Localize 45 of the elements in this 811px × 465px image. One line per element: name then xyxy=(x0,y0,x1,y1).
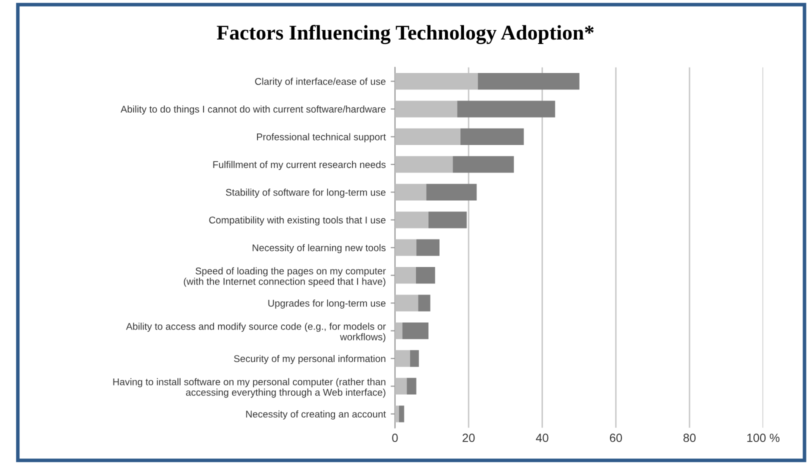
bar xyxy=(394,294,418,312)
x-tick-label: 80 xyxy=(683,434,696,442)
x-tick-label: 0 xyxy=(392,434,398,442)
y-tick-label: Ability to access and modify source code (e.g., for models or workflows) xyxy=(126,322,386,342)
bar xyxy=(418,294,430,312)
x-tick-label: 20 xyxy=(462,434,475,442)
y-tick-label: Fulfillment of my current research needs xyxy=(213,160,386,170)
bar xyxy=(394,100,458,118)
bar xyxy=(416,239,440,256)
y-tick-label: Ability to do things I cannot do with current software/hardware xyxy=(120,105,386,115)
x-tick-label: 60 xyxy=(610,434,622,442)
bar xyxy=(394,212,428,228)
bar xyxy=(478,72,580,90)
bar xyxy=(394,267,416,284)
chart-title: Factors Influencing Technology Adoption* xyxy=(216,24,594,44)
y-tick-label: Stability of software for long-term use xyxy=(226,188,386,198)
x-tick-label: 40 xyxy=(536,434,548,442)
y-tick-label: Speed of loading the pages on my computer (with the Internet connection speed that I have) xyxy=(184,267,386,287)
y-tick-label: Necessity of creating an account xyxy=(246,410,386,420)
bar xyxy=(394,184,426,200)
bar xyxy=(394,322,402,340)
bar xyxy=(394,128,460,146)
y-tick-label: Upgrades for long-term use xyxy=(268,300,386,309)
bar xyxy=(428,212,467,228)
bar xyxy=(399,406,404,422)
bar xyxy=(394,350,410,367)
bar xyxy=(394,239,416,256)
x-tick-label: 100 % xyxy=(747,434,780,442)
bar xyxy=(460,128,524,146)
bar xyxy=(394,378,407,395)
bar xyxy=(457,100,556,118)
y-tick-label: Professional technical support xyxy=(257,133,386,142)
bar xyxy=(426,184,477,200)
bar xyxy=(394,406,400,422)
bar xyxy=(402,322,428,340)
bar xyxy=(452,156,514,173)
y-tick-label: Necessity of learning new tools xyxy=(252,244,386,254)
bar xyxy=(410,350,419,367)
y-tick-label: Compatibility with existing tools that I use xyxy=(209,216,386,226)
y-tick-label: Having to install software on my personal computer (rather than accessing everything through a Web interface) xyxy=(113,378,386,398)
y-tick-label: Security of my personal information xyxy=(234,354,386,364)
bar xyxy=(416,267,436,284)
y-tick-label: Clarity of interface/ease of use xyxy=(255,78,386,87)
bar xyxy=(406,378,416,395)
bar xyxy=(394,156,453,173)
